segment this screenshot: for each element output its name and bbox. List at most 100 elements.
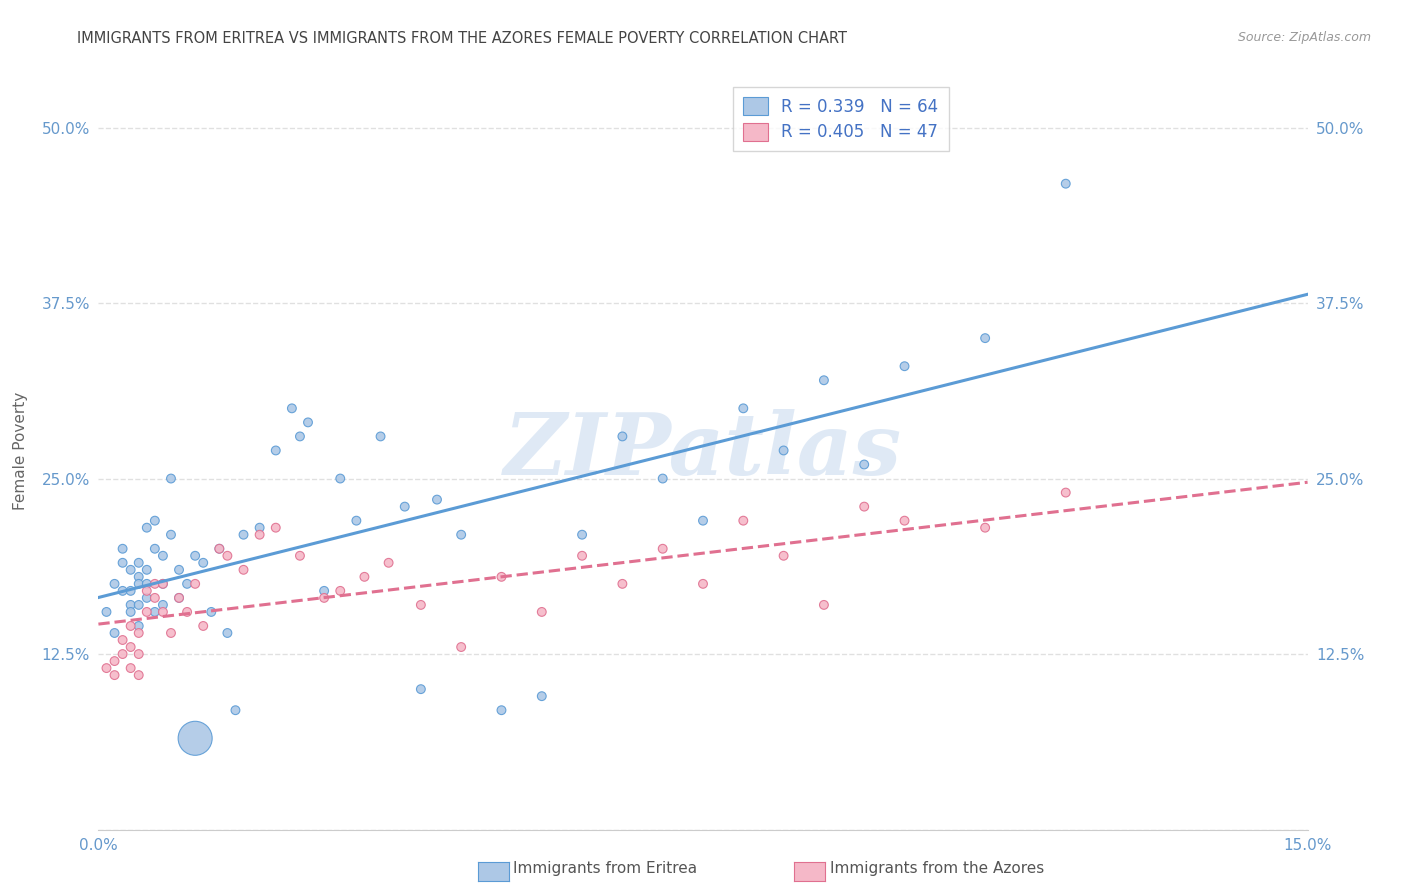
Point: [377, 556, 399, 570]
Point: [450, 527, 472, 541]
Point: [167, 563, 190, 577]
Point: [288, 429, 311, 443]
Point: [217, 549, 239, 563]
Point: [249, 521, 271, 535]
Point: [135, 605, 157, 619]
Point: [491, 570, 513, 584]
Text: Immigrants from the Azores: Immigrants from the Azores: [830, 861, 1043, 876]
Point: [152, 577, 174, 591]
Point: [224, 703, 246, 717]
Point: [1054, 485, 1077, 500]
Point: [111, 633, 134, 648]
Point: [143, 591, 166, 605]
Point: [111, 583, 134, 598]
Point: [120, 598, 142, 612]
Point: [329, 471, 352, 485]
Point: [152, 598, 174, 612]
Point: [571, 527, 593, 541]
Point: [135, 563, 157, 577]
Point: [491, 703, 513, 717]
Point: [128, 619, 150, 633]
Point: [264, 443, 287, 458]
Point: [160, 471, 183, 485]
Point: [530, 605, 553, 619]
Point: [143, 605, 166, 619]
Y-axis label: Female Poverty: Female Poverty: [13, 392, 28, 509]
Point: [297, 416, 319, 430]
Point: [370, 429, 392, 443]
Point: [612, 577, 634, 591]
Point: [103, 668, 125, 682]
Point: [409, 598, 432, 612]
Point: [120, 583, 142, 598]
Point: [152, 549, 174, 563]
Point: [692, 514, 714, 528]
Point: [128, 598, 150, 612]
Point: [176, 605, 198, 619]
Point: [232, 527, 254, 541]
Point: [103, 654, 125, 668]
Point: [128, 556, 150, 570]
Point: [143, 577, 166, 591]
Point: [530, 689, 553, 703]
Point: [135, 577, 157, 591]
Point: [893, 359, 915, 374]
Point: [409, 682, 432, 697]
Point: [249, 527, 271, 541]
Point: [193, 619, 215, 633]
Point: [160, 626, 183, 640]
Point: [111, 647, 134, 661]
Point: [120, 619, 142, 633]
Point: [143, 514, 166, 528]
Point: [167, 591, 190, 605]
Point: [353, 570, 375, 584]
Point: [232, 563, 254, 577]
Point: [193, 556, 215, 570]
Point: [152, 605, 174, 619]
Point: [152, 577, 174, 591]
Point: [176, 577, 198, 591]
Point: [813, 373, 835, 387]
Point: [264, 521, 287, 535]
Point: [893, 514, 915, 528]
Point: [120, 640, 142, 654]
Point: [184, 731, 207, 746]
Point: [344, 514, 367, 528]
Point: [111, 556, 134, 570]
Point: [120, 661, 142, 675]
Point: [96, 661, 118, 675]
Point: [103, 577, 125, 591]
Point: [426, 492, 449, 507]
Point: [208, 541, 231, 556]
Point: [692, 577, 714, 591]
Text: ZIPatlas: ZIPatlas: [503, 409, 903, 492]
Point: [103, 626, 125, 640]
Point: [314, 591, 336, 605]
Point: [813, 598, 835, 612]
Point: [329, 583, 352, 598]
Point: [612, 429, 634, 443]
Point: [314, 583, 336, 598]
Point: [281, 401, 304, 416]
Legend: R = 0.339   N = 64, R = 0.405   N = 47: R = 0.339 N = 64, R = 0.405 N = 47: [733, 87, 949, 152]
Point: [184, 577, 207, 591]
Point: [651, 471, 673, 485]
Point: [128, 626, 150, 640]
Point: [651, 541, 673, 556]
Point: [184, 549, 207, 563]
Point: [974, 521, 997, 535]
Point: [853, 458, 876, 472]
Point: [143, 541, 166, 556]
Point: [96, 605, 118, 619]
Text: IMMIGRANTS FROM ERITREA VS IMMIGRANTS FROM THE AZORES FEMALE POVERTY CORRELATION: IMMIGRANTS FROM ERITREA VS IMMIGRANTS FR…: [77, 31, 848, 46]
Point: [160, 527, 183, 541]
Point: [733, 401, 755, 416]
Point: [128, 577, 150, 591]
Point: [288, 549, 311, 563]
Point: [135, 591, 157, 605]
Point: [120, 605, 142, 619]
Point: [111, 541, 134, 556]
Point: [571, 549, 593, 563]
Point: [128, 647, 150, 661]
Point: [450, 640, 472, 654]
